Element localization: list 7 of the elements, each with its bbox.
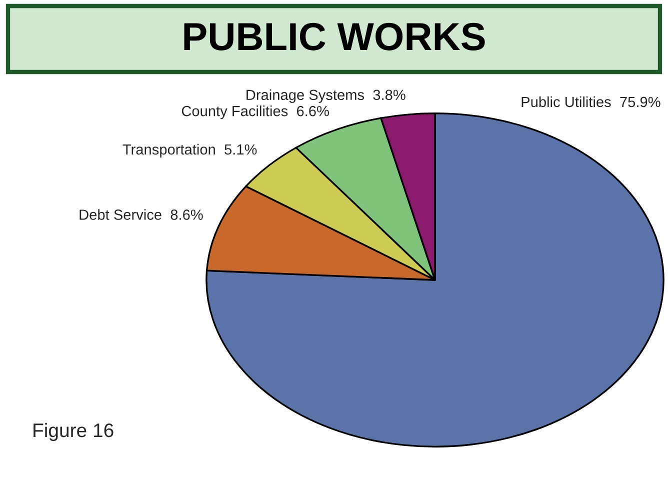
slice-label: Transportation 5.1%: [122, 144, 257, 158]
slice-label: Debt Service 8.6%: [80, 209, 203, 220]
slice-label: County Facilities 6.6%: [182, 106, 329, 120]
slice-label: Drainage Systems 3.8%: [246, 89, 406, 103]
slice-label: Public Utilities 75.9%: [522, 96, 660, 108]
caption: Figure 16: [34, 422, 114, 442]
chart-title: PUBLIC WORKS: [184, 22, 485, 50]
